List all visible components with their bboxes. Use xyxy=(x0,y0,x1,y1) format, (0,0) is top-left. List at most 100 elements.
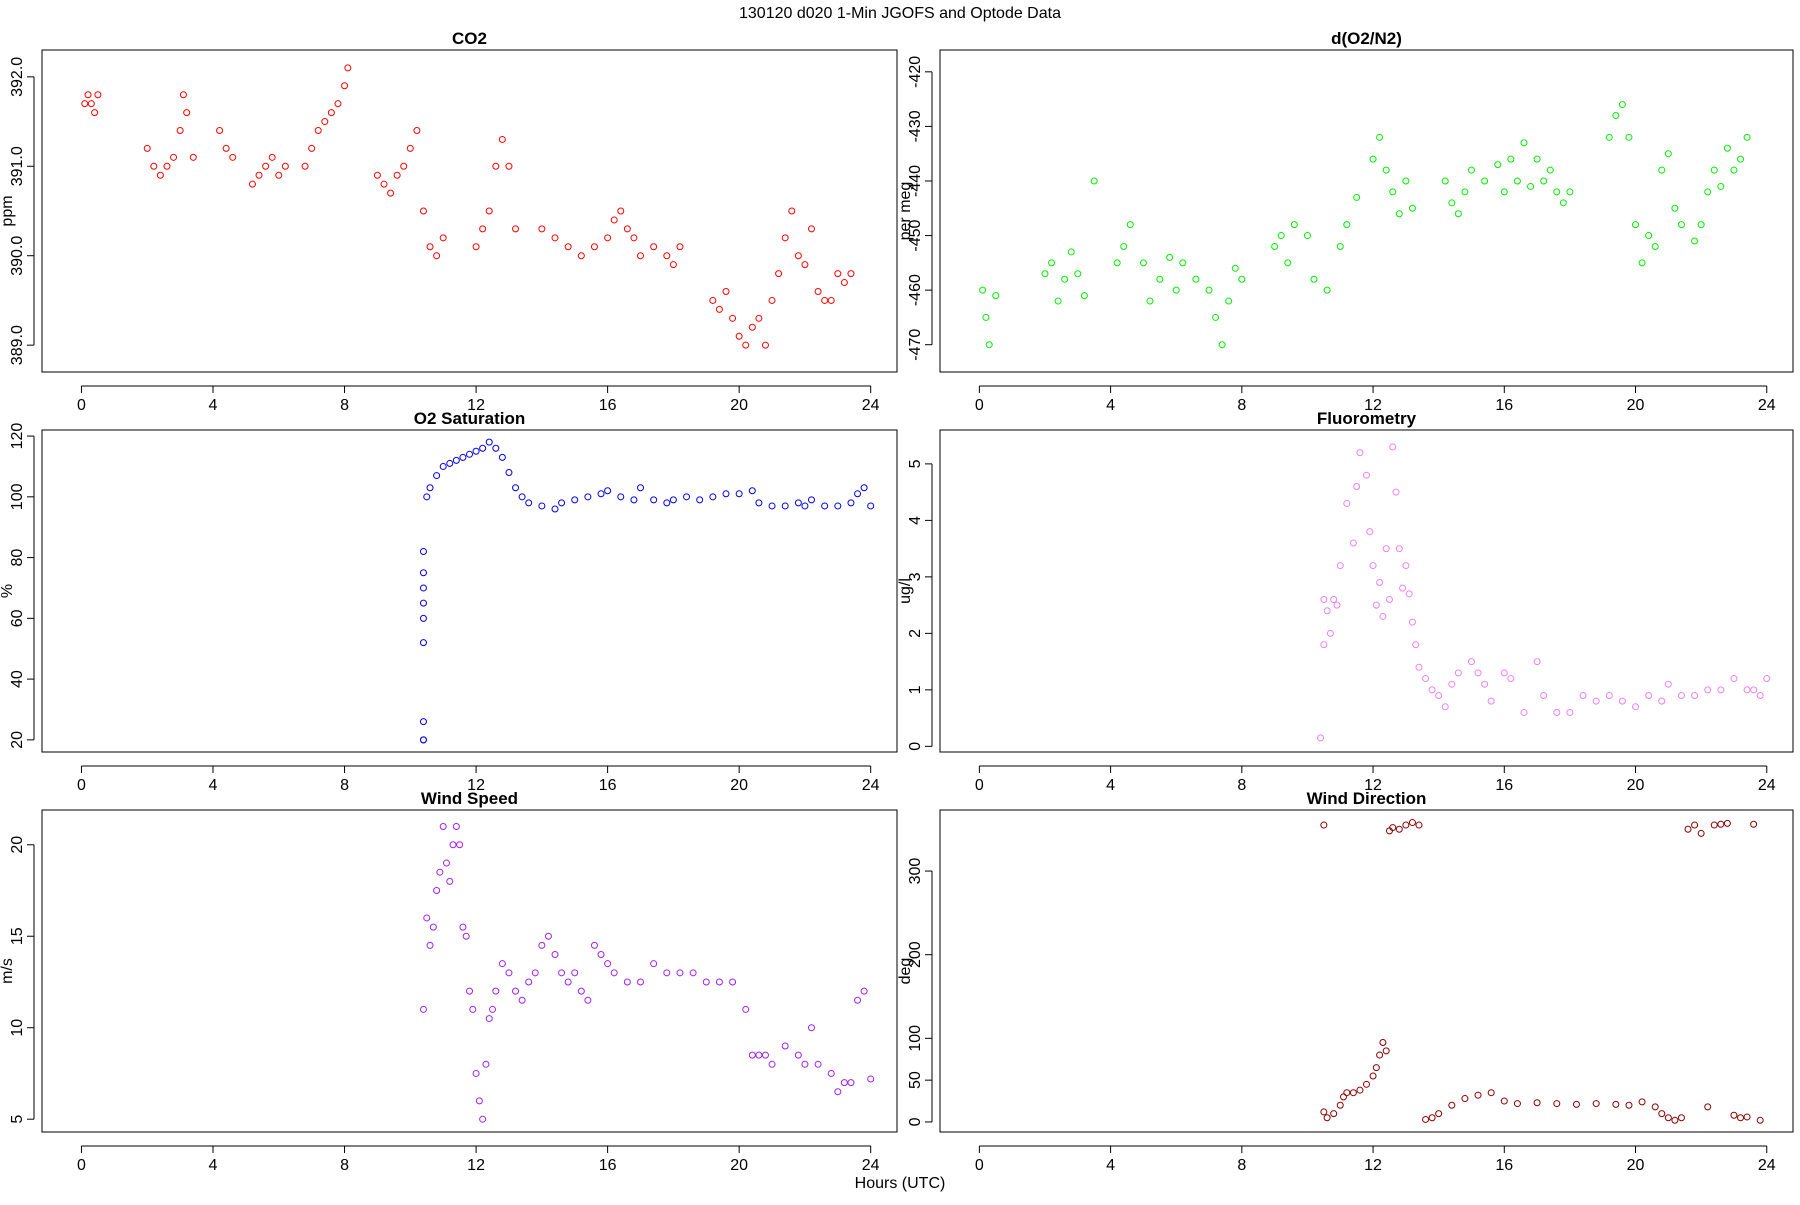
fluorometry-data-point xyxy=(1500,669,1508,677)
wind-direction-x-tick-label: 0 xyxy=(975,1157,984,1174)
co2-data-point xyxy=(663,252,671,260)
wind-direction-data-point xyxy=(1343,1089,1351,1097)
wind-direction-data-point xyxy=(1340,1093,1348,1101)
d-o2-n2-data-point xyxy=(1507,155,1515,163)
fluorometry-x-tick-label: 16 xyxy=(1495,777,1513,794)
d-o2-n2-data-point xyxy=(1218,341,1226,349)
o2-saturation-data-point xyxy=(571,496,579,504)
wind-direction-data-point xyxy=(1572,1100,1580,1108)
wind-direction-data-point xyxy=(1474,1091,1482,1099)
o2-saturation-data-point xyxy=(794,499,802,507)
wind-direction-y-axis-label: deg xyxy=(897,958,914,985)
d-o2-n2-data-point xyxy=(1343,221,1351,229)
o2-saturation-data-point xyxy=(419,736,427,744)
fluorometry-data-point xyxy=(1533,658,1541,666)
wind-direction-data-point xyxy=(1592,1100,1600,1108)
co2-data-point xyxy=(472,243,480,251)
wind-speed-data-point xyxy=(505,969,513,977)
co2-data-point xyxy=(143,144,151,152)
o2-saturation-data-point xyxy=(696,496,704,504)
o2-saturation-y-tick-label: 120 xyxy=(9,423,26,450)
wind-direction-plot-frame xyxy=(939,809,1794,1133)
co2-data-point xyxy=(87,100,95,108)
co2-data-point xyxy=(735,332,743,340)
d-o2-n2-data-point xyxy=(1461,188,1469,196)
o2-saturation-data-point xyxy=(419,639,427,647)
wind-direction-data-point xyxy=(1500,1097,1508,1105)
d-o2-n2-data-point xyxy=(1054,297,1062,305)
wind-speed-data-point xyxy=(442,859,450,867)
wind-speed-data-point xyxy=(834,1088,842,1096)
co2-data-point xyxy=(176,127,184,134)
co2-data-point xyxy=(170,153,178,161)
wind-speed-data-point xyxy=(729,978,737,986)
fluorometry-data-point xyxy=(1330,595,1338,603)
wind-speed-data-point xyxy=(436,868,444,876)
co2-data-point xyxy=(650,243,658,251)
o2-saturation-data-point xyxy=(419,548,427,556)
d-o2-n2-y-axis-label: per meg xyxy=(897,182,914,241)
wind-direction-y-tick-label: 0 xyxy=(907,1117,924,1126)
co2-data-point xyxy=(781,234,789,242)
o2-saturation-data-point xyxy=(419,718,427,726)
wind-speed-data-point xyxy=(590,941,598,949)
wind-speed-data-point xyxy=(472,1069,480,1077)
co2-data-point xyxy=(808,225,815,233)
wind-speed-data-point xyxy=(475,1097,483,1105)
fluorometry-data-point xyxy=(1320,641,1328,649)
d-o2-n2-data-point xyxy=(1566,188,1574,196)
o2-saturation-data-point xyxy=(466,450,473,458)
wind-speed-data-point xyxy=(512,987,520,995)
d-o2-n2-data-point xyxy=(1166,253,1174,261)
co2-data-point xyxy=(275,171,283,179)
wind-speed-data-point xyxy=(492,987,500,995)
fluorometry-data-point xyxy=(1704,686,1712,694)
co2-data-point xyxy=(268,153,276,161)
o2-saturation-data-point xyxy=(584,493,592,501)
d-o2-n2-data-point xyxy=(1500,188,1508,196)
fluorometry-data-point xyxy=(1553,708,1561,716)
wind-speed-data-point xyxy=(610,969,618,977)
o2-saturation-data-point xyxy=(834,502,842,510)
co2-data-point xyxy=(183,109,191,117)
wind-direction-data-point xyxy=(1385,827,1393,835)
co2-data-point xyxy=(179,91,187,99)
co2-panel: CO2 0 4 8 12 16 20 24 389.0 390.0 391.0 392.0 ppm xyxy=(0,29,898,414)
fluorometry-data-point xyxy=(1320,595,1328,603)
d-o2-n2-data-point xyxy=(1730,166,1738,174)
d-o2-n2-data-point xyxy=(1723,144,1731,152)
wind-direction-x-tick-label: 8 xyxy=(1237,1157,1246,1174)
o2-saturation-data-point xyxy=(479,444,487,452)
co2-data-point xyxy=(564,243,572,251)
co2-data-point xyxy=(216,127,224,134)
wind-direction-data-point xyxy=(1349,1089,1357,1097)
d-o2-n2-data-point xyxy=(1353,193,1361,201)
d-o2-n2-data-point xyxy=(1704,188,1712,196)
wind-direction-data-point xyxy=(1372,1064,1380,1072)
co2-data-point xyxy=(439,234,447,242)
wind-speed-data-point xyxy=(459,923,467,931)
wind-direction-data-point xyxy=(1382,1047,1390,1055)
wind-direction-data-point xyxy=(1389,824,1397,832)
wind-speed-data-point xyxy=(551,951,559,959)
d-o2-n2-data-point xyxy=(1041,270,1049,278)
wind-speed-data-point xyxy=(452,822,460,830)
d-o2-n2-data-point xyxy=(1061,275,1069,283)
co2-data-point xyxy=(229,153,237,161)
o2-saturation-data-point xyxy=(669,496,677,504)
wind-direction-data-point xyxy=(1408,819,1416,827)
wind-speed-data-point xyxy=(462,932,470,940)
figure-x-axis-label: Hours (UTC) xyxy=(855,1175,946,1192)
d-o2-n2-data-point xyxy=(1546,166,1554,174)
o2-saturation-x-tick-label: 8 xyxy=(340,777,349,794)
o2-saturation-data-point xyxy=(854,490,862,498)
o2-saturation-data-point xyxy=(419,584,427,592)
o2-saturation-title: O2 Saturation xyxy=(414,409,525,428)
co2-data-point xyxy=(669,261,677,269)
d-o2-n2-data-point xyxy=(1290,221,1298,229)
d-o2-n2-x-tick-label: 16 xyxy=(1495,397,1513,414)
o2-saturation-data-point xyxy=(604,487,612,495)
wind-direction-data-point xyxy=(1533,1099,1541,1107)
co2-data-point xyxy=(492,162,500,170)
